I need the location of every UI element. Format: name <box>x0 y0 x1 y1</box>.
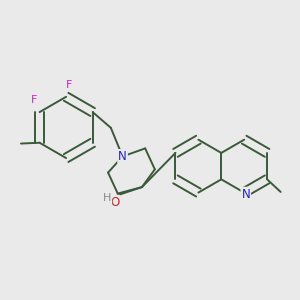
Text: F: F <box>66 80 73 89</box>
Text: F: F <box>31 95 37 105</box>
Text: O: O <box>110 196 119 209</box>
Text: H: H <box>103 194 111 203</box>
Text: N: N <box>118 150 127 163</box>
Text: N: N <box>242 188 250 201</box>
